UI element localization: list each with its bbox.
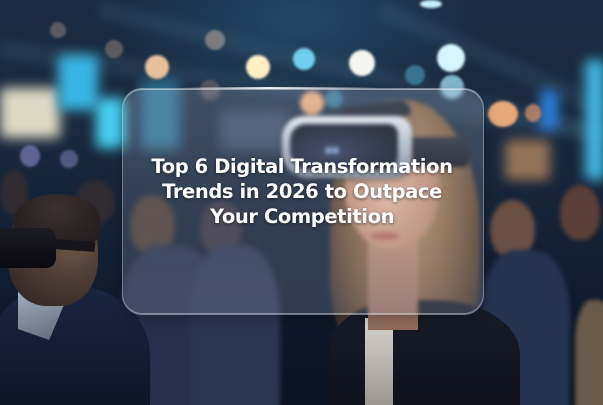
frosted-title-panel — [122, 88, 484, 315]
hero-title: Top 6 Digital Transformation Trends in 2… — [122, 154, 482, 229]
screen-light-right — [585, 60, 603, 180]
panel-glint — [180, 87, 380, 89]
screen-light-left — [0, 88, 60, 138]
title-line-2: Trends in 2026 to Outpace — [162, 180, 442, 203]
bokeh-light — [145, 55, 169, 79]
title-line-1: Top 6 Digital Transformation — [151, 155, 453, 178]
title-line-3: Your Competition — [209, 205, 395, 228]
screen-light-cyan — [58, 55, 98, 110]
vr-headset-icon — [0, 228, 56, 268]
screen-light-cyan-2 — [96, 98, 126, 148]
